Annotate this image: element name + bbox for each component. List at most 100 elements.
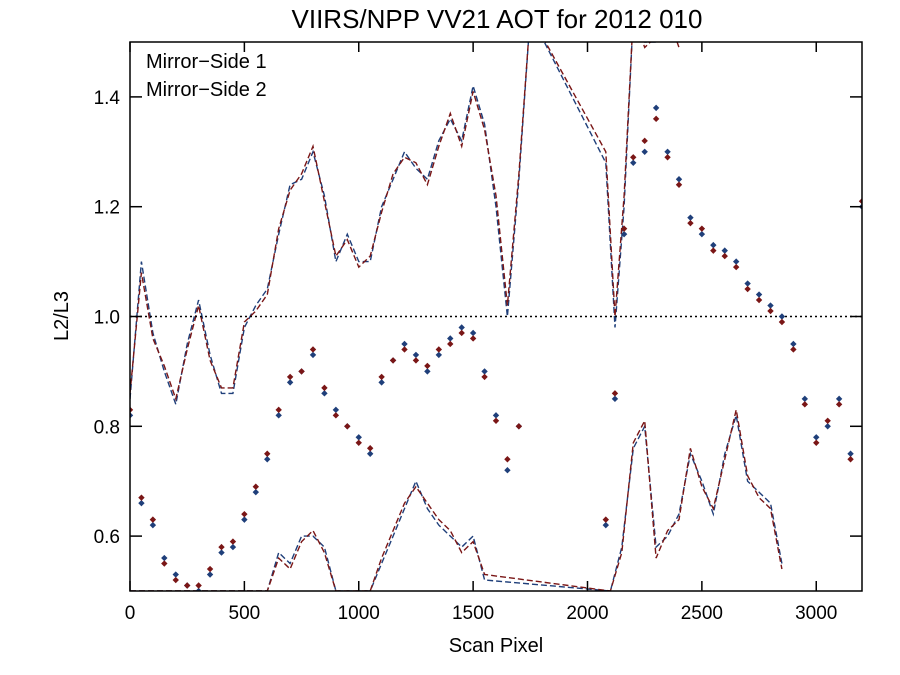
data-point-series-2 bbox=[241, 510, 248, 518]
data-point-series-2 bbox=[675, 181, 683, 188]
x-tick-label: 2000 bbox=[566, 603, 608, 624]
data-point-series-1 bbox=[378, 379, 385, 386]
y-tick-label: 1.0 bbox=[94, 308, 120, 329]
x-tick-label: 0 bbox=[125, 603, 136, 624]
data-point-series-2 bbox=[778, 318, 786, 326]
data-point-series-1 bbox=[721, 247, 728, 254]
data-point-series-1 bbox=[412, 351, 420, 359]
legend-series-1: Mirror−Side 1 bbox=[146, 51, 267, 73]
x-tick-label: 500 bbox=[229, 603, 261, 624]
data-point-series-1 bbox=[698, 230, 706, 238]
y-tick-label: 1.4 bbox=[94, 88, 121, 109]
data-point-series-1 bbox=[611, 395, 619, 403]
x-tick-label: 2500 bbox=[681, 603, 723, 624]
data-point-series-1 bbox=[469, 329, 477, 337]
data-point-series-1 bbox=[778, 313, 786, 320]
data-point-series-1 bbox=[149, 521, 157, 529]
data-point-series-1 bbox=[824, 423, 831, 430]
data-point-series-1 bbox=[652, 104, 660, 112]
data-point-series-1 bbox=[620, 230, 628, 238]
data-points bbox=[130, 104, 862, 591]
data-point-series-2 bbox=[366, 445, 374, 452]
data-point-series-1 bbox=[286, 379, 294, 386]
data-point-series-2 bbox=[687, 219, 694, 227]
envelope-lines bbox=[130, 42, 783, 591]
data-point-series-2 bbox=[264, 450, 271, 457]
data-point-series-2 bbox=[824, 417, 831, 425]
data-point-series-2 bbox=[252, 483, 260, 490]
data-point-series-2 bbox=[664, 154, 671, 161]
x-axis-label: Scan Pixel bbox=[449, 635, 544, 657]
data-point-series-1 bbox=[458, 324, 465, 331]
x-axis: 0 500 1000 1500 2000 2500 3000 bbox=[125, 42, 837, 624]
data-point-series-1 bbox=[710, 241, 717, 249]
data-point-series-2 bbox=[389, 357, 397, 364]
data-point-series-2 bbox=[332, 412, 340, 419]
data-point-series-2 bbox=[412, 357, 420, 364]
data-point-series-1 bbox=[630, 159, 637, 166]
data-point-series-1 bbox=[355, 434, 362, 441]
data-point-series-2 bbox=[481, 373, 488, 381]
data-point-series-1 bbox=[732, 258, 740, 265]
data-point-series-1 bbox=[424, 368, 431, 375]
y-tick-label: 1.2 bbox=[94, 198, 120, 219]
data-point-series-1 bbox=[675, 176, 683, 183]
legend-series-2: Mirror−Side 2 bbox=[146, 79, 267, 101]
data-point-series-2 bbox=[641, 137, 648, 145]
x-tick-label: 1500 bbox=[452, 603, 494, 624]
data-point-series-2 bbox=[344, 423, 351, 430]
data-point-series-2 bbox=[721, 252, 728, 260]
data-point-series-2 bbox=[835, 401, 843, 408]
envelope-upper-2 bbox=[130, 42, 680, 402]
data-point-series-1 bbox=[138, 499, 145, 507]
data-point-series-1 bbox=[481, 368, 488, 375]
data-point-series-1 bbox=[602, 521, 609, 529]
data-point-series-2 bbox=[732, 263, 740, 271]
data-point-series-2 bbox=[149, 516, 157, 523]
data-point-series-1 bbox=[309, 351, 317, 359]
data-point-series-1 bbox=[435, 351, 443, 359]
envelope-lower-2 bbox=[130, 409, 783, 591]
data-point-series-1 bbox=[801, 395, 809, 403]
data-point-series-1 bbox=[813, 434, 820, 441]
data-point-series-2 bbox=[698, 225, 706, 232]
x-tick-label: 1000 bbox=[338, 603, 380, 624]
data-point-series-1 bbox=[664, 148, 671, 155]
chart-title: VIIRS/NPP VV21 AOT for 2012 010 bbox=[292, 4, 703, 34]
envelope-upper-1 bbox=[130, 42, 679, 407]
data-point-series-1 bbox=[447, 335, 454, 342]
data-point-series-2 bbox=[602, 516, 609, 523]
data-point-series-2 bbox=[130, 406, 134, 414]
data-point-series-2 bbox=[378, 373, 385, 381]
legend: Mirror−Side 1 Mirror−Side 2 bbox=[146, 51, 267, 101]
data-point-series-2 bbox=[435, 346, 443, 353]
data-point-series-2 bbox=[321, 384, 328, 392]
data-point-series-1 bbox=[504, 467, 511, 474]
data-point-series-2 bbox=[218, 543, 225, 551]
data-point-series-1 bbox=[767, 302, 774, 309]
data-point-series-1 bbox=[847, 450, 854, 457]
data-point-series-2 bbox=[138, 494, 145, 501]
data-point-series-1 bbox=[492, 412, 500, 419]
data-point-series-1 bbox=[641, 148, 648, 155]
data-point-series-2 bbox=[767, 307, 774, 315]
envelope-lower-1 bbox=[130, 415, 783, 591]
data-point-series-1 bbox=[172, 571, 179, 578]
y-tick-label: 0.6 bbox=[94, 527, 120, 548]
data-point-series-2 bbox=[275, 406, 282, 414]
data-point-series-2 bbox=[630, 154, 637, 161]
data-point-series-1 bbox=[229, 543, 237, 551]
data-point-series-2 bbox=[504, 456, 511, 463]
data-point-series-1 bbox=[275, 412, 282, 419]
data-point-series-1 bbox=[790, 340, 797, 348]
data-point-series-1 bbox=[687, 214, 694, 221]
data-point-series-2 bbox=[620, 225, 628, 232]
data-point-series-2 bbox=[611, 390, 619, 397]
data-point-series-2 bbox=[790, 346, 797, 353]
data-point-series-2 bbox=[492, 417, 500, 425]
data-point-series-2 bbox=[355, 439, 362, 446]
data-point-series-1 bbox=[195, 587, 202, 591]
data-point-series-2 bbox=[469, 335, 477, 342]
data-point-series-2 bbox=[447, 340, 454, 348]
